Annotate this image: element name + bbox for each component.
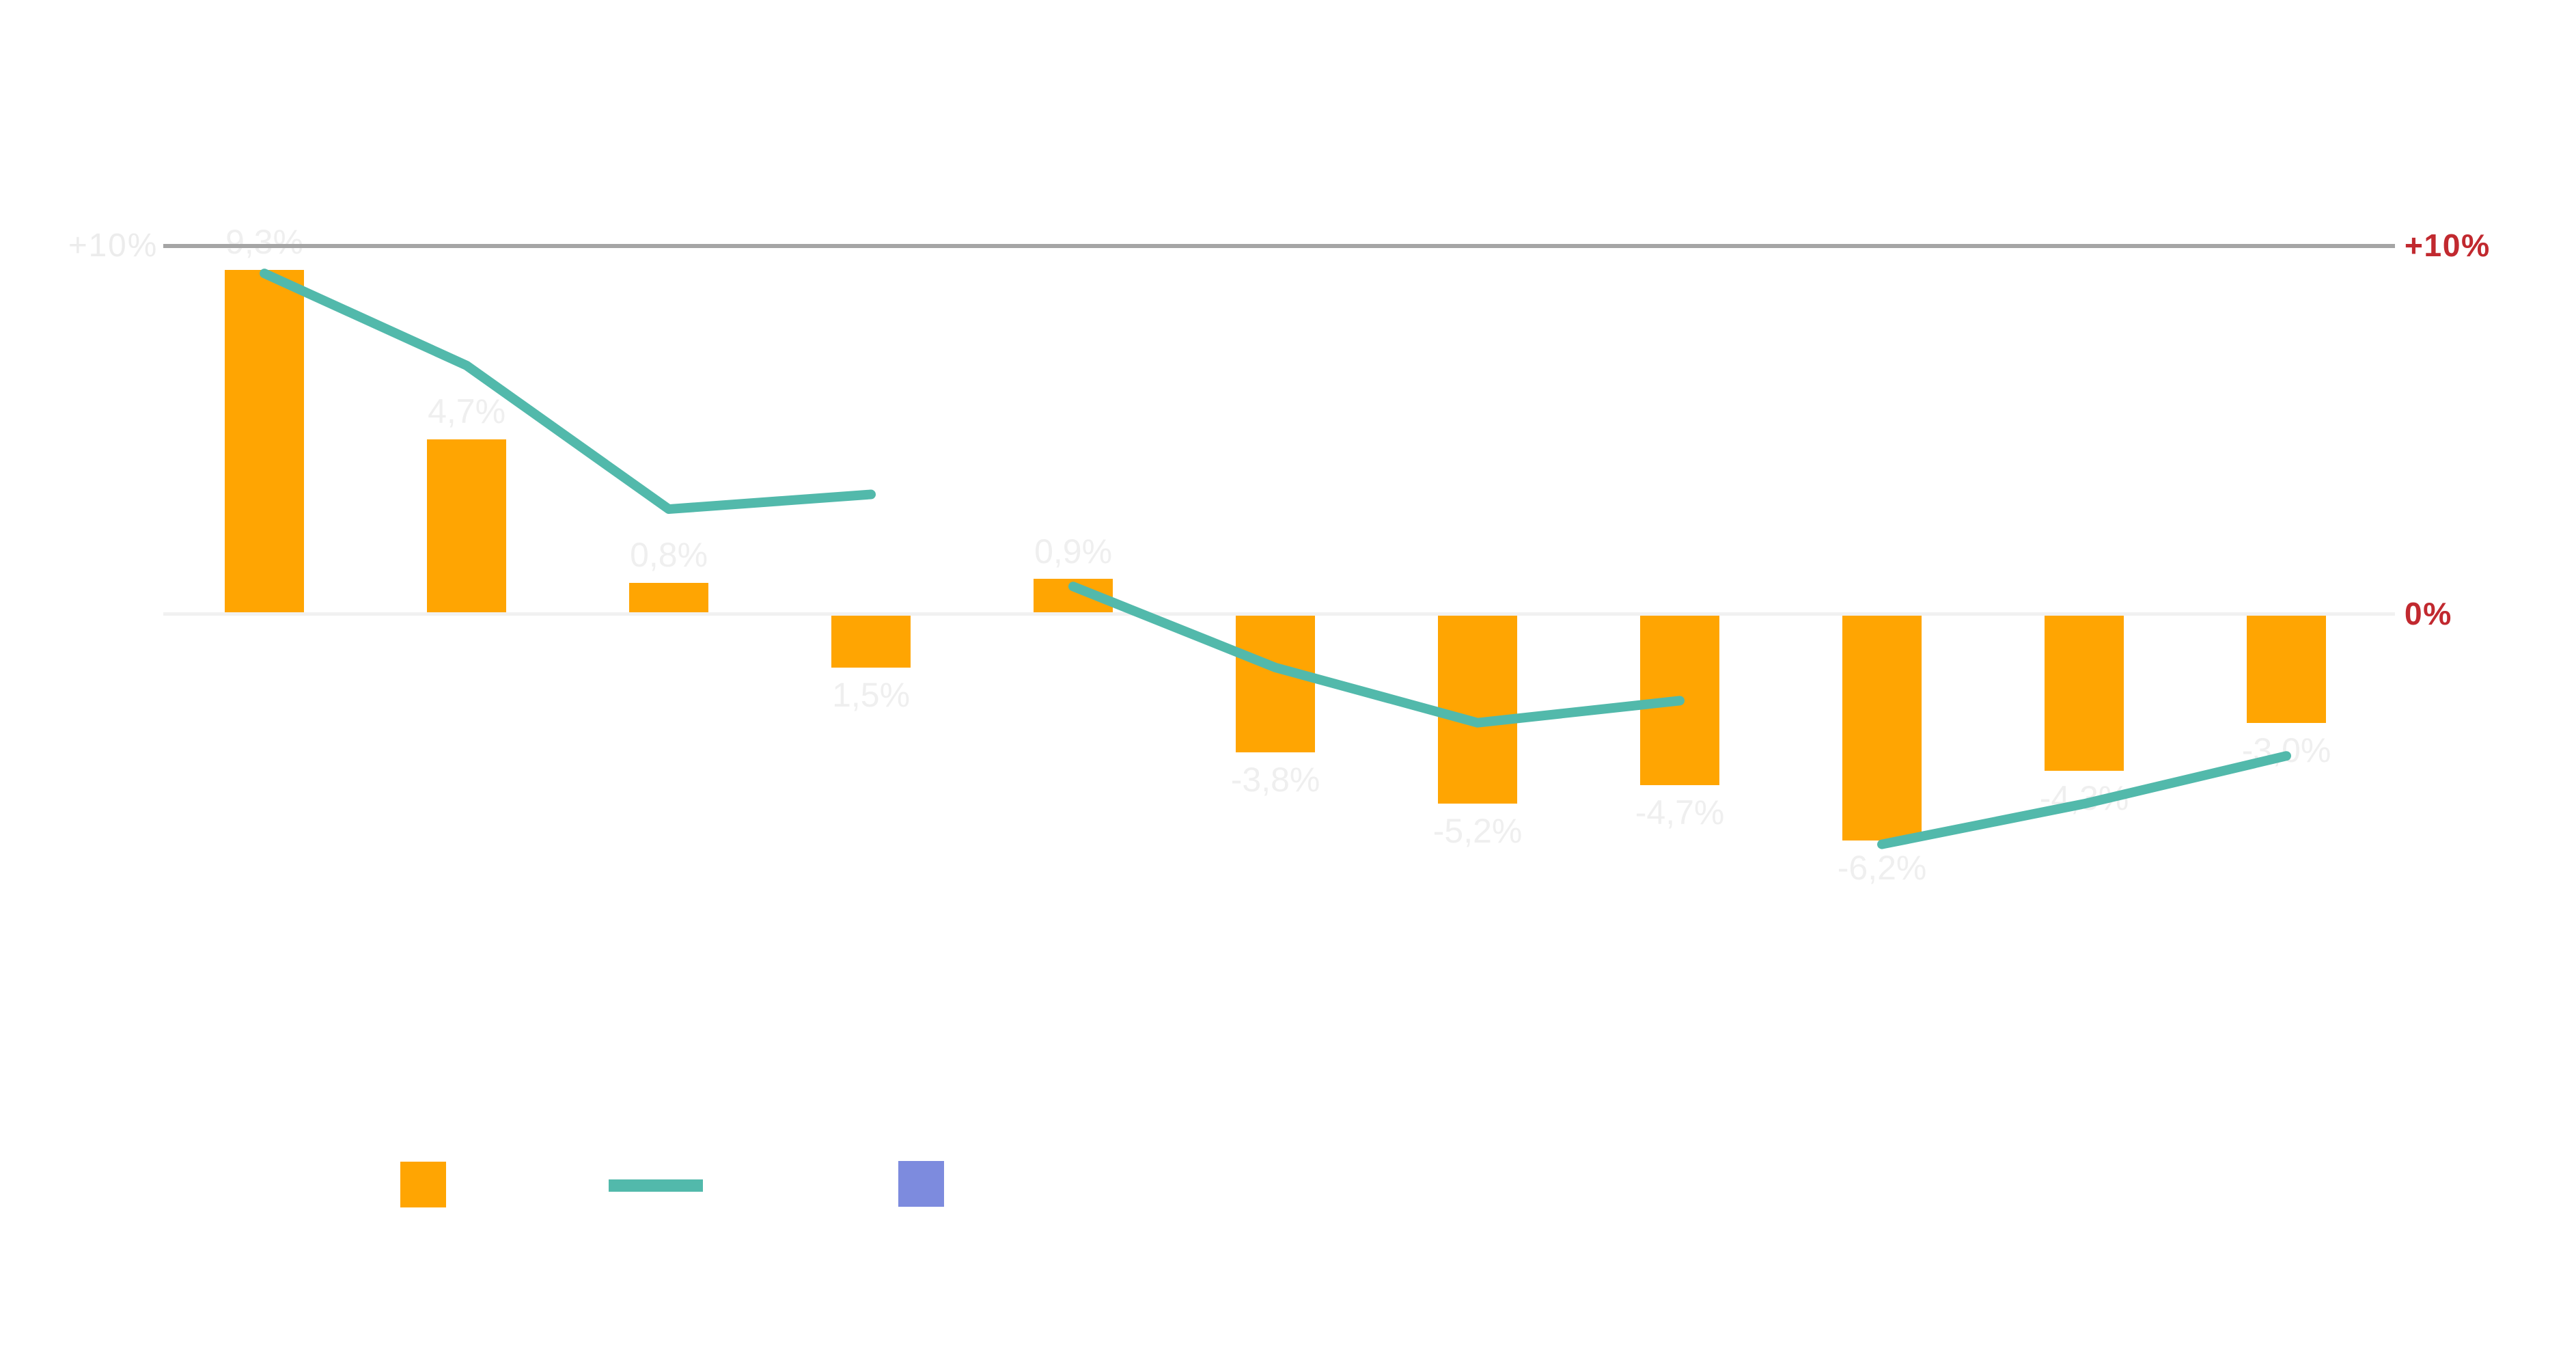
bar-value-label-7: -5,2% xyxy=(1432,812,1523,851)
bar-value-label-3: 0,8% xyxy=(630,535,708,574)
legend-line-series-swatch xyxy=(609,1179,704,1192)
bar-4 xyxy=(831,616,911,668)
bar-value-label-6: -3,8% xyxy=(1230,760,1320,799)
bar-value-label-4: 1,5% xyxy=(832,675,911,714)
bar-value-label-9: -6,2% xyxy=(1837,849,1927,888)
legend-square-series-swatch xyxy=(898,1161,944,1207)
bar-value-label-8: -4,7% xyxy=(1635,793,1725,832)
bar-3 xyxy=(629,582,708,612)
bar-value-label-1: 9,3% xyxy=(225,222,304,261)
right-axis-plus10-label: +10% xyxy=(2404,227,2491,263)
bar-10 xyxy=(2045,616,2124,771)
right-axis-zero-label: 0% xyxy=(2404,595,2452,631)
plus10-gridline xyxy=(163,243,2395,248)
left-axis-plus10-label: +10% xyxy=(68,228,158,264)
legend-bar-series-swatch xyxy=(400,1162,447,1208)
bar-11 xyxy=(2247,616,2326,723)
bar-value-label-5: 0,9% xyxy=(1034,532,1113,571)
